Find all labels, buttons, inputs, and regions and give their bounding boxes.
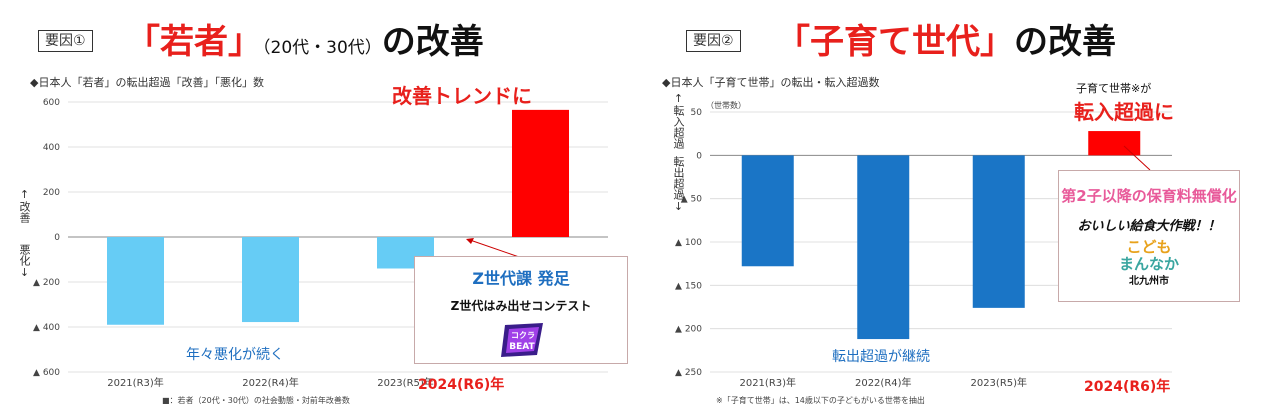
y-tick-label: 600	[43, 98, 60, 108]
x-tick-label: 2022(R4)年	[242, 376, 299, 389]
bar	[107, 237, 164, 325]
bar	[741, 155, 794, 267]
x-tick-label: 2021(R3)年	[739, 376, 796, 389]
callout-title: Z世代課 発足	[472, 269, 570, 288]
callout-subtitle: Z世代はみ出せコンテスト	[450, 299, 592, 313]
left-chart-panel: 600 400 200 0 ▲ 200 ▲ 400 ▲ 600 2021(R3)年 2022(R…	[18, 14, 628, 405]
kodomo-mannaka-logo: こども まんなか 北九州市	[1059, 239, 1239, 290]
y-tick-label: 0	[54, 233, 60, 243]
highlight-category: 2024(R6)年	[1084, 379, 1171, 395]
axis-down-label: 悪化↓	[18, 244, 31, 279]
youth-chart: 600 400 200 0 ▲ 200 ▲ 400 ▲ 600 2021(R3)年 2022(R…	[33, 98, 608, 389]
callout-connector	[469, 239, 523, 259]
chart-subtitle: ◆日本人「若者」の転出超過「改善」「悪化」数	[30, 76, 264, 89]
axis-up-label: ↑転入超過	[672, 92, 685, 149]
x-tick-label: 2023(R5)年	[377, 376, 434, 389]
right-chart-panel: 50 0 ▲ 50 ▲ 100 ▲ 150 ▲ 200 ▲ 250 2021(R3)年 2022…	[640, 0, 1280, 416]
z-generation-callout: Z世代課 発足 Z世代はみ出せコンテスト コクラ BEAT	[414, 256, 628, 364]
policy-callout: 第2子以降の保育料無償化 おいしい給食大作戦！！ こども まんなか 北九州市	[1058, 170, 1240, 302]
svg-text:コクラ: コクラ	[511, 330, 535, 340]
kokura-beat-logo: コクラ BEAT	[499, 321, 547, 359]
heading-small: （20代・30代）	[262, 38, 382, 58]
y-tick-label: ▲ 200	[33, 278, 60, 288]
y-tick-label: ▲ 400	[33, 323, 60, 333]
callout-arrow-head	[466, 238, 474, 244]
y-tick-label: 200	[43, 188, 60, 198]
y-tick-label: ▲ 150	[675, 281, 702, 291]
y-tick-label: 50	[691, 108, 703, 118]
source-note: ■：若者（20代・30代）の社会動態・対前年改善数	[162, 396, 350, 405]
y-tick-label: ▲ 250	[675, 368, 702, 378]
y-tick-label: 400	[43, 143, 60, 153]
logo-line3: 北九州市	[1129, 276, 1169, 287]
y-tick-label: ▲ 200	[675, 325, 702, 335]
svg-text:BEAT: BEAT	[509, 342, 535, 352]
x-tick-label: 2023(R5)年	[970, 376, 1027, 389]
factor-label-1: 要因①	[38, 30, 93, 52]
axis-up-label: ↑改善	[18, 188, 31, 223]
transfer-in-small-annotation: 子育て世帯※が	[1076, 82, 1152, 95]
callout-line2: おいしい給食大作戦！！	[1077, 219, 1221, 234]
logo-line1: こども	[1126, 238, 1172, 256]
axis-down-label: 転出超過↓	[672, 156, 685, 213]
transfer-out-annotation: 転出超過が継続	[832, 349, 930, 365]
logo-line2: まんなか	[1118, 255, 1179, 273]
callout-connector	[1123, 145, 1151, 171]
y-tick-label: ▲ 600	[33, 368, 60, 378]
bar	[242, 237, 299, 323]
page-title-childrearing: 「子育て世代」の改善	[776, 14, 1116, 63]
decline-annotation: 年々悪化が続く	[186, 347, 284, 363]
x-tick-label: 2021(R3)年	[107, 376, 164, 389]
bar	[972, 155, 1025, 308]
heading-red: 「若者」	[126, 22, 262, 62]
footnote: ※「子育て世帯」は、14歳以下の子どもがいる世帯を抽出	[716, 396, 925, 405]
heading-black: の改善	[1014, 22, 1116, 62]
transfer-in-annotation: 転入超過に	[1074, 100, 1174, 124]
heading-red: 「子育て世代」	[776, 22, 1014, 62]
bar	[1088, 131, 1141, 156]
highlight-category: 2024(R6)年	[418, 377, 505, 393]
trend-annotation: 改善トレンドに	[392, 84, 532, 108]
chart-subtitle: ◆日本人「子育て世帯」の転出・転入超過数	[662, 76, 880, 89]
bar	[512, 109, 569, 237]
y-tick-label: ▲ 50	[681, 195, 703, 205]
y-tick-label: ▲ 100	[675, 238, 702, 248]
y-tick-label: 0	[696, 151, 702, 161]
factor-label-2: 要因②	[686, 30, 741, 52]
page-title-youth: 「若者」（20代・30代）の改善	[126, 14, 484, 63]
bar	[857, 155, 910, 340]
callout-line1: 第2子以降の保育料無償化	[1061, 187, 1237, 205]
heading-black: の改善	[381, 22, 484, 62]
unit-label: （世帯数）	[706, 101, 746, 110]
x-tick-label: 2022(R4)年	[855, 376, 912, 389]
